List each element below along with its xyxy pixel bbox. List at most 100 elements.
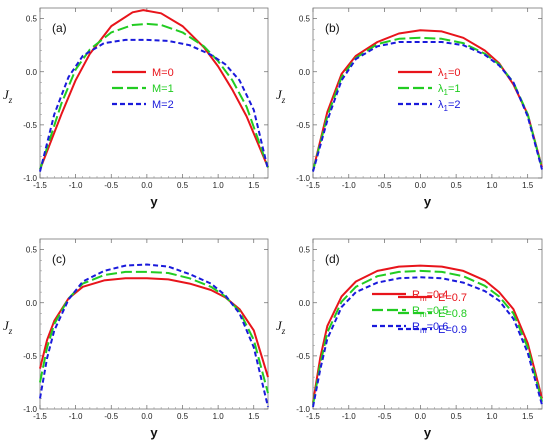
x-tick-label: 1.0 [213, 412, 225, 421]
legend-label-2: λ1=2 [438, 99, 461, 113]
legend-name-main: R [412, 321, 420, 333]
y-tick-label: 0.5 [26, 246, 38, 255]
legend-name-sub: m [420, 310, 427, 319]
y-tick-label: -0.5 [23, 121, 37, 130]
y-axis-label: Jz [3, 87, 13, 105]
y-axis-label-sub: z [281, 326, 286, 336]
legend-name-sub: 1 [444, 72, 449, 81]
x-tick-label: -0.5 [378, 412, 392, 421]
x-tick-label: 0.5 [451, 412, 463, 421]
series-line-2 [39, 38, 269, 172]
plot-frame [312, 7, 543, 179]
y-tick-label: -0.5 [296, 121, 310, 130]
y-tick-label: -1.0 [23, 405, 37, 414]
x-axis-label: y [150, 194, 158, 209]
x-tick-label: -1.0 [342, 412, 356, 421]
legend-name-main: E=0.8 [438, 308, 467, 320]
y-tick-label: 0.0 [26, 68, 38, 77]
y-axis-label-main: J [3, 318, 10, 333]
panel-label: (a) [52, 21, 67, 35]
legend-name-sub: 1 [444, 104, 449, 113]
series-line-2 [39, 263, 269, 408]
x-tick-label: 1.5 [522, 412, 534, 421]
y-tick-label: 0.5 [299, 246, 311, 255]
legend-label-0: E=0.7 [438, 292, 467, 304]
legend-name-main: λ [438, 83, 444, 95]
legend-name-suffix: =0.4 [427, 289, 449, 301]
panel-label: (d) [325, 252, 340, 266]
x-axis-label: y [150, 425, 158, 440]
x-axis-label: y [424, 194, 432, 209]
y-tick-label: -0.5 [296, 352, 310, 361]
legend-name-sub: m [420, 326, 427, 335]
y-tick-label: -1.0 [23, 174, 37, 183]
legend-name-suffix: =1 [448, 83, 461, 95]
legend-label-2: M=2 [152, 99, 174, 111]
panel-label: (c) [52, 252, 66, 266]
y-tick-label: -1.0 [296, 405, 310, 414]
legend-label-0: λ1=0 [438, 67, 461, 81]
legend-label-2: Rm=0.6 [412, 321, 448, 335]
series-line-1 [312, 269, 543, 405]
panel-1: -1.5 -1.0 -0.5 0.0 0.5 1.0 1.5-1.0-0.50.00.5yJ… [276, 7, 543, 209]
x-tick-label: -1.0 [69, 412, 83, 421]
y-tick-label: -1.0 [296, 174, 310, 183]
series-line-1 [39, 22, 269, 170]
legend-name-main: M=2 [152, 99, 174, 111]
series-line-1 [39, 270, 269, 394]
legend-label-1: λ1=1 [438, 83, 461, 97]
panel-0: -1.5 -1.0 -0.5 0.0 0.5 1.0 1.5-1.0-0.50.00.5yJ… [3, 7, 269, 209]
series-line-2 [312, 41, 543, 172]
legend-label-1: E=0.8 [438, 308, 467, 320]
x-tick-label: 1.0 [486, 412, 498, 421]
x-tick-label: 1.0 [213, 181, 225, 190]
legend-name-sub: m [420, 294, 427, 303]
x-axis-label: y [424, 425, 432, 440]
legend-name-suffix: =0.6 [427, 321, 449, 333]
legend-label-2: E=0.9 [438, 324, 467, 336]
x-tick-label: -1.5 [306, 181, 320, 190]
y-tick-label: 0.0 [299, 299, 311, 308]
x-tick-label: 1.0 [486, 181, 498, 190]
x-tick-label: 0.0 [141, 181, 153, 190]
x-tick-label: -0.5 [378, 181, 392, 190]
series-line-1 [312, 36, 543, 171]
panel-3: -1.5 -1.0 -0.5 0.0 0.5 1.0 1.5-1.0-0.50.00.5yJ… [276, 238, 543, 440]
y-axis-label-main: J [276, 318, 283, 333]
x-tick-label: 1.5 [248, 181, 260, 190]
legend-label-0: Rm=0.4 [412, 289, 448, 303]
x-tick-label: 0.5 [451, 181, 463, 190]
panel-2: -1.5 -1.0 -0.5 0.0 0.5 1.0 1.5-1.0-0.50.00.5yJ… [3, 238, 448, 440]
legend-name-suffix: =0 [448, 67, 461, 79]
legend-name-suffix: =2 [448, 99, 461, 111]
x-tick-label: 0.5 [177, 412, 189, 421]
series-line-0 [312, 264, 543, 403]
y-tick-label: 0.0 [299, 68, 311, 77]
legend-label-1: Rm=0.5 [412, 305, 448, 319]
x-tick-label: 1.5 [522, 181, 534, 190]
y-axis-label-main: J [276, 87, 283, 102]
legend-name-main: E=0.7 [438, 292, 467, 304]
y-axis-label-main: J [3, 87, 10, 102]
y-axis-label-sub: z [8, 95, 13, 105]
legend-name-main: M=1 [152, 83, 174, 95]
series-line-0 [39, 9, 269, 170]
y-axis-label-sub: z [8, 326, 13, 336]
x-tick-label: -1.0 [342, 181, 356, 190]
x-tick-label: 0.0 [415, 181, 427, 190]
x-tick-label: 1.5 [248, 412, 260, 421]
x-tick-label: -1.5 [33, 181, 47, 190]
x-tick-label: -0.5 [104, 181, 118, 190]
x-tick-label: 0.5 [177, 181, 189, 190]
series-line-2 [312, 276, 543, 408]
x-tick-label: -0.5 [104, 412, 118, 421]
y-tick-label: 0.0 [26, 299, 38, 308]
y-tick-label: 0.5 [26, 15, 38, 24]
x-tick-label: -1.5 [306, 412, 320, 421]
series-line-0 [312, 29, 543, 171]
panel-label: (b) [325, 21, 340, 35]
y-axis-label-sub: z [281, 95, 286, 105]
y-axis-label: Jz [276, 87, 286, 105]
legend-label-0: M=0 [152, 67, 174, 79]
